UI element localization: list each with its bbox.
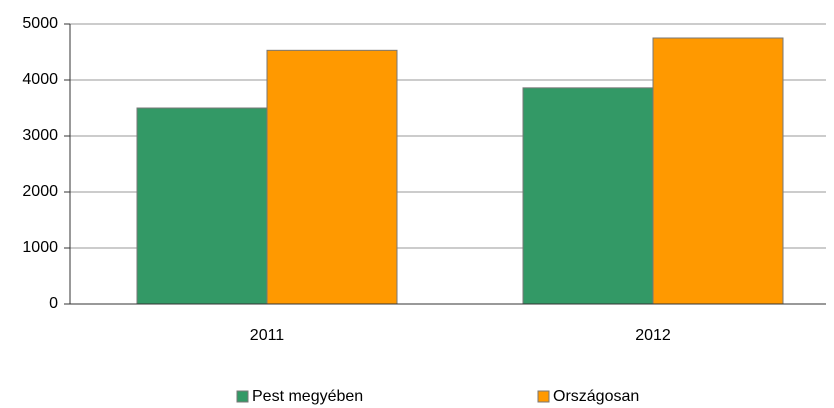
legend-swatch — [537, 390, 550, 403]
y-tick-label: 5000 — [22, 15, 58, 32]
bar — [522, 87, 654, 305]
bar — [652, 37, 784, 305]
y-tick-label: 3000 — [22, 127, 58, 144]
legend-swatch — [236, 390, 249, 403]
y-tick-label: 1000 — [22, 239, 58, 256]
legend-label: Pest megyében — [252, 388, 363, 405]
y-tick-label: 2000 — [22, 183, 58, 200]
legend-label: Országosan — [553, 388, 639, 405]
y-tick-label: 0 — [49, 295, 58, 312]
bar — [266, 49, 398, 305]
x-tick-label: 2012 — [635, 327, 671, 344]
bar — [136, 107, 268, 305]
x-tick-label: 2011 — [250, 327, 285, 344]
y-tick-label: 4000 — [22, 71, 58, 88]
